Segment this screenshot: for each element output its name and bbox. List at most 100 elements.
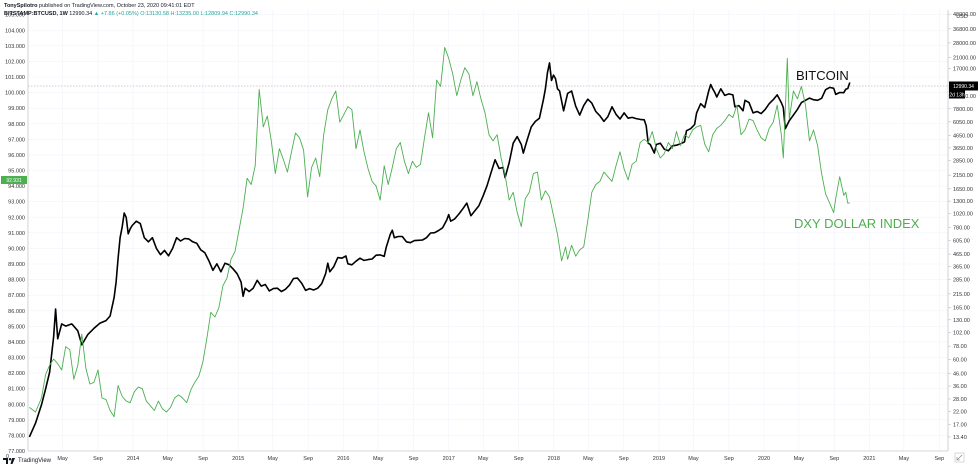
x-axis-tick: 2017	[443, 456, 455, 462]
x-axis-tick: Sep	[198, 456, 208, 462]
x-axis-tick: May	[688, 456, 699, 462]
left-axis-tick: 77.000	[8, 449, 25, 455]
right-axis-tick: 2150.00	[953, 173, 973, 179]
right-axis-tick: 285.00	[953, 277, 970, 283]
left-axis-tick: 85.000	[8, 324, 25, 330]
left-axis-tick: 101.000	[5, 75, 25, 81]
countdown-tag: 2d 13h	[949, 90, 965, 99]
left-axis-tick: 91.000	[8, 231, 25, 237]
chart-series	[28, 46, 851, 438]
right-axis-tick: 21000.00	[953, 56, 976, 62]
x-axis-tick: May	[57, 456, 68, 462]
right-axis-tick: 60.00	[953, 358, 967, 364]
header-publish-line: TonySpilotro published on TradingView.co…	[4, 3, 195, 10]
bitcoin-annotation: BITCOIN	[796, 68, 849, 83]
right-axis: 48900.00 36800.00 28000.00 21000.00 17000.00…	[948, 12, 976, 441]
x-axis-tick: 2019	[653, 456, 665, 462]
left-axis-tick: 88.000	[8, 278, 25, 284]
x-axis-tick: May	[899, 456, 910, 462]
left-axis-tick: 90.000	[8, 246, 25, 252]
left-axis-tick: 89.000	[8, 262, 25, 268]
x-axis-tick: May	[583, 456, 594, 462]
right-axis-tick: 6050.00	[953, 120, 973, 126]
price-tag-box	[949, 81, 978, 91]
footer: TradingView	[3, 456, 51, 466]
right-axis-tick: 130.00	[953, 318, 970, 324]
left-axis-tick: 93.000	[8, 200, 25, 206]
right-axis-tick: 22.00	[953, 409, 967, 415]
right-axis-tick: 13.40	[953, 435, 967, 441]
right-axis-tick: 28000.00	[953, 41, 976, 47]
right-axis-tick: 4650.00	[953, 133, 973, 139]
tradingview-brand[interactable]: TradingView	[18, 458, 52, 464]
dxy-series-line	[29, 46, 850, 418]
publish-info: published on TradingView.com, October 23…	[39, 3, 195, 9]
x-axis-tick: Sep	[514, 456, 524, 462]
left-axis-tick: 87.000	[8, 293, 25, 299]
left-axis-tick: 79.000	[8, 418, 25, 424]
header-symbol-line: BITSTAMP:BTCUSD, 1W 12990.34 ▲ +7.86 (+0…	[4, 11, 258, 18]
left-axis-tick: 98.000	[8, 122, 25, 128]
author-name[interactable]: TonySpilotro	[4, 3, 38, 9]
left-axis-tick: 95.000	[8, 169, 25, 175]
dxy-annotation: DXY DOLLAR INDEX	[794, 216, 920, 231]
right-axis-tick: 2850.00	[953, 159, 973, 165]
x-axis-tick: Sep	[724, 456, 734, 462]
x-axis-tick: May	[268, 456, 279, 462]
x-axis-tick: May	[162, 456, 173, 462]
left-axis-tick: 80.000	[8, 402, 25, 408]
axis-corner-icon[interactable]	[954, 452, 965, 463]
right-axis-tick: 36.00	[953, 384, 967, 390]
left-axis-tick: 100.000	[5, 91, 25, 97]
symbol-label: BITSTAMP:BTCUSD, 1W	[4, 11, 68, 17]
right-axis-tick: 17.00	[953, 423, 967, 429]
x-axis-tick: May	[478, 456, 489, 462]
countdown-tag-label: 2d 13h	[949, 93, 965, 99]
bitcoin-series-line	[28, 62, 851, 438]
x-axis-tick: Sep	[829, 456, 839, 462]
left-axis-tick: 92.000	[8, 215, 25, 221]
left-axis-tick: 99.000	[8, 106, 25, 112]
x-axis-tick: Sep	[934, 456, 944, 462]
x-axis-tick: 2018	[548, 456, 560, 462]
right-axis-tick: 46.00	[953, 371, 967, 377]
x-axis-tick: 2020	[758, 456, 770, 462]
left-axis-tick: 84.000	[8, 340, 25, 346]
x-axis-tick: 2015	[232, 456, 244, 462]
countdown-tag-box	[949, 90, 965, 99]
axis-corner-label: 0	[6, 454, 9, 460]
right-axis-tick: 465.00	[953, 252, 970, 258]
right-axis-tick: 780.00	[953, 225, 970, 231]
right-axis-tick: 48900.00	[953, 12, 976, 18]
right-axis-unit: USD	[956, 14, 968, 20]
last-price: 12990.34	[69, 11, 93, 17]
left-axis-tick: 86.000	[8, 309, 25, 315]
right-axis-tick: 102.00	[953, 330, 970, 336]
price-change: ▲ +7.86 (+0.05%)	[93, 11, 139, 17]
x-axis-tick: 2016	[337, 456, 349, 462]
left-axis-tick: 103.000	[5, 44, 25, 50]
dxy-tag-label: 92.931	[6, 178, 22, 184]
left-axis-tick: 83.000	[8, 356, 25, 362]
right-axis-tick: 165.00	[953, 306, 970, 312]
price-tag-label: 12990.34	[953, 84, 974, 90]
x-axis-tick: 2014	[127, 456, 139, 462]
left-axis-tick: 78.000	[8, 433, 25, 439]
x-axis-tick: May	[373, 456, 384, 462]
x-axis-tick: Sep	[409, 456, 419, 462]
x-axis: May Sep 2014 May Sep 2015 May Sep 2016 May Sep 2017…	[57, 456, 944, 462]
right-axis-tick: 365.00	[953, 265, 970, 271]
right-axis-tick: 1020.00	[953, 212, 973, 218]
x-axis-tick: Sep	[619, 456, 629, 462]
right-axis-tick: 215.00	[953, 292, 970, 298]
tradingview-logo-icon	[3, 458, 15, 464]
chart-header: TonySpilotro published on TradingView.co…	[4, 2, 704, 20]
left-axis-tick: 81.000	[8, 387, 25, 393]
left-axis-tick: 105.000	[5, 13, 25, 19]
right-axis-tick: 3650.00	[953, 146, 973, 152]
right-axis-tick: 78.00	[953, 344, 967, 350]
left-axis-tick: 96.000	[8, 153, 25, 159]
ohlc-values: O:13130.58 H:13235.00 L:12809.94 C:12990…	[140, 11, 258, 17]
right-axis-tick: 28.00	[953, 397, 967, 403]
